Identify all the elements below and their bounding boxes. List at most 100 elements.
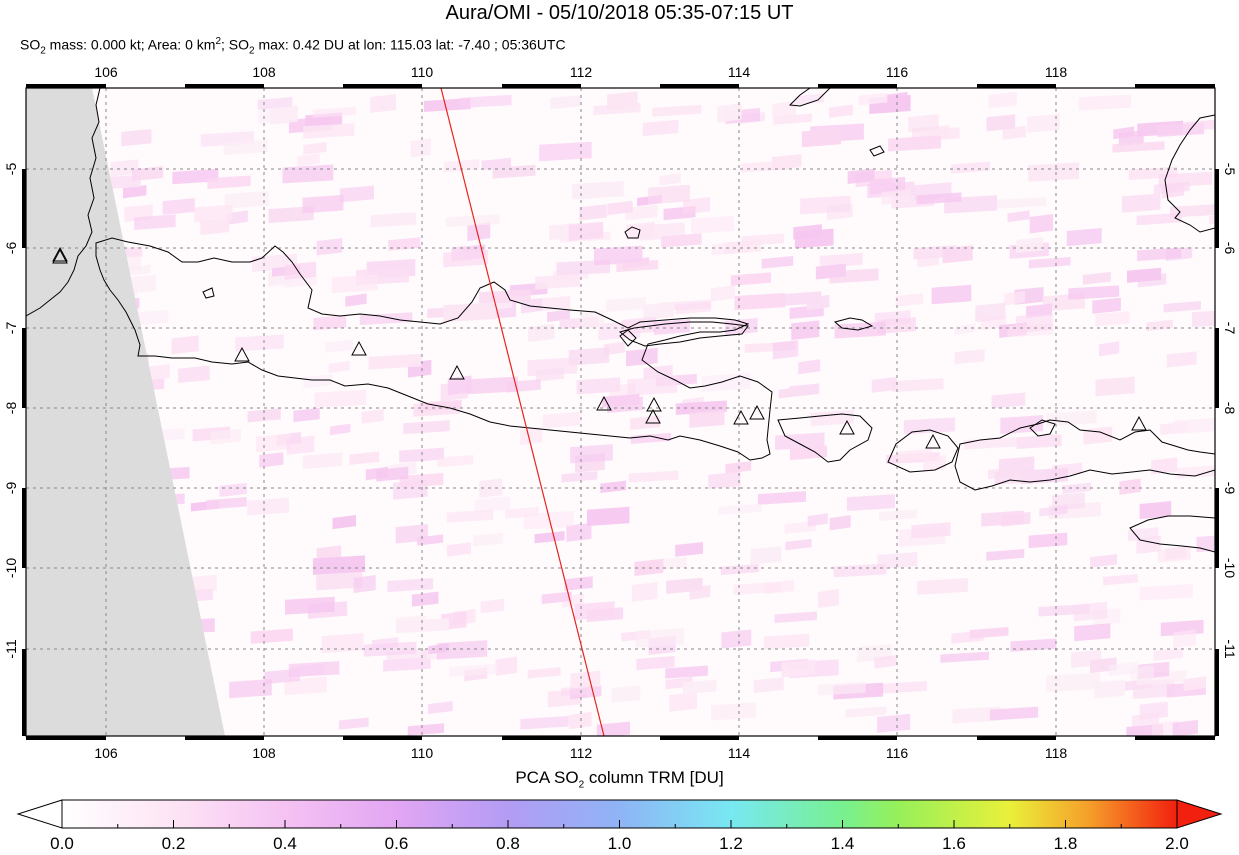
lat-scale-bar — [22, 169, 26, 248]
lon-tick-bottom: 116 — [886, 745, 909, 761]
so2-pixel — [642, 119, 679, 136]
lombok-coast — [887, 429, 959, 473]
so2-pixel — [1029, 213, 1054, 234]
so2-pixel — [520, 715, 569, 730]
so2-pixel — [541, 591, 572, 604]
so2-pixel — [1158, 171, 1213, 188]
java-coast — [95, 237, 773, 461]
so2-pixel — [877, 681, 927, 694]
so2-pixel — [131, 166, 164, 182]
so2-pixel — [399, 447, 445, 463]
so2-pixel — [285, 596, 335, 615]
so2-pixel — [954, 349, 985, 365]
so2-pixel — [718, 503, 762, 515]
so2-pixel — [869, 176, 906, 195]
triangle-icon — [925, 433, 941, 449]
so2-pixel — [446, 542, 472, 557]
so2-pixel — [328, 361, 350, 374]
triangle-icon — [449, 364, 465, 380]
lon-scale-bar — [26, 84, 106, 88]
so2-pixel — [178, 365, 210, 383]
so2-pixel — [436, 640, 488, 660]
lat-tick-right: -5 — [1222, 163, 1238, 176]
so2-pixel — [570, 670, 601, 689]
so2-pixel — [1092, 297, 1121, 314]
so2-pixel — [1139, 584, 1193, 601]
so2-pixel — [586, 506, 630, 527]
so2-pixel — [561, 471, 598, 483]
so2-pixel — [387, 577, 434, 593]
lon-scale-bar — [185, 84, 264, 88]
so2-pixel — [332, 514, 357, 530]
so2-pixel — [399, 472, 444, 488]
so2-pixel — [302, 452, 343, 469]
triangle-icon — [645, 408, 661, 424]
so2-pixel — [665, 665, 708, 679]
so2-pixel — [942, 245, 973, 264]
so2-pixel — [605, 296, 647, 312]
so2-pixel — [576, 377, 621, 395]
so2-pixel — [445, 214, 500, 227]
so2-pixel — [206, 497, 247, 510]
so2-pixel — [669, 692, 697, 712]
so2-pixel — [785, 538, 812, 551]
so2-pixel — [403, 420, 450, 435]
so2-pixel — [1157, 546, 1191, 563]
lon-scale-bar — [818, 736, 897, 740]
so2-pixel — [1173, 629, 1196, 648]
so2-pixel — [194, 204, 233, 223]
islet — [202, 287, 215, 299]
so2-pixel — [446, 509, 494, 523]
lon-tick-top: 106 — [94, 64, 118, 80]
so2-pixel — [1094, 679, 1125, 699]
so2-pixel — [778, 386, 806, 399]
so2-pixel — [975, 302, 1006, 322]
so2-pixel — [833, 563, 887, 578]
so2-pixel — [993, 197, 1047, 209]
so2-pixel — [1103, 573, 1138, 586]
so2-pixel — [874, 654, 897, 669]
so2-pixel — [630, 432, 672, 444]
volcano-markers — [52, 246, 1147, 449]
lat-tick-right: -6 — [1222, 242, 1238, 255]
so2-pixel — [763, 633, 810, 650]
so2-pixel — [607, 200, 633, 216]
triangle-icon — [749, 404, 765, 420]
so2-pixel — [229, 678, 272, 699]
so2-pixel — [370, 94, 396, 114]
so2-pixel — [988, 91, 1017, 109]
so2-pixel — [689, 409, 725, 428]
so2-pixel — [210, 428, 241, 445]
so2-pixel — [1151, 457, 1178, 475]
axis-tick-labels: 106 108 110 112 114 116 118 106 108 110 … — [3, 64, 1238, 761]
so2-pixel — [368, 353, 422, 370]
so2-pixel — [916, 192, 962, 205]
so2-pixel — [349, 451, 380, 465]
so2-pixel — [1139, 501, 1172, 520]
so2-pixel — [443, 159, 480, 173]
so2-pixel — [630, 415, 661, 431]
so2-pixel — [636, 656, 675, 671]
so2-pixel — [753, 677, 784, 694]
so2-pixel — [162, 198, 195, 215]
so2-pixel — [396, 618, 449, 634]
colorbar-label: 1.4 — [830, 834, 855, 853]
so2-pixel — [1066, 228, 1102, 247]
lon-tick-top: 110 — [411, 64, 434, 80]
so2-pixel — [1146, 319, 1173, 332]
so2-pixel — [774, 611, 817, 624]
so2-pixel — [1082, 271, 1111, 285]
so2-pixel — [539, 141, 592, 162]
so2-pixel — [683, 197, 711, 215]
so2-pixel — [284, 261, 317, 280]
so2-pixel — [410, 138, 431, 158]
frame-scale-bars — [22, 84, 1219, 740]
so2-pixel — [303, 141, 327, 155]
lat-tick-left: -10 — [3, 558, 19, 578]
lon-tick-top: 118 — [1045, 64, 1068, 80]
lon-scale-bar — [1135, 84, 1215, 88]
so2-pixel — [1090, 554, 1118, 568]
so2-pixel — [570, 444, 613, 464]
so2-pixel — [528, 323, 555, 342]
so2-pixel — [807, 513, 828, 527]
